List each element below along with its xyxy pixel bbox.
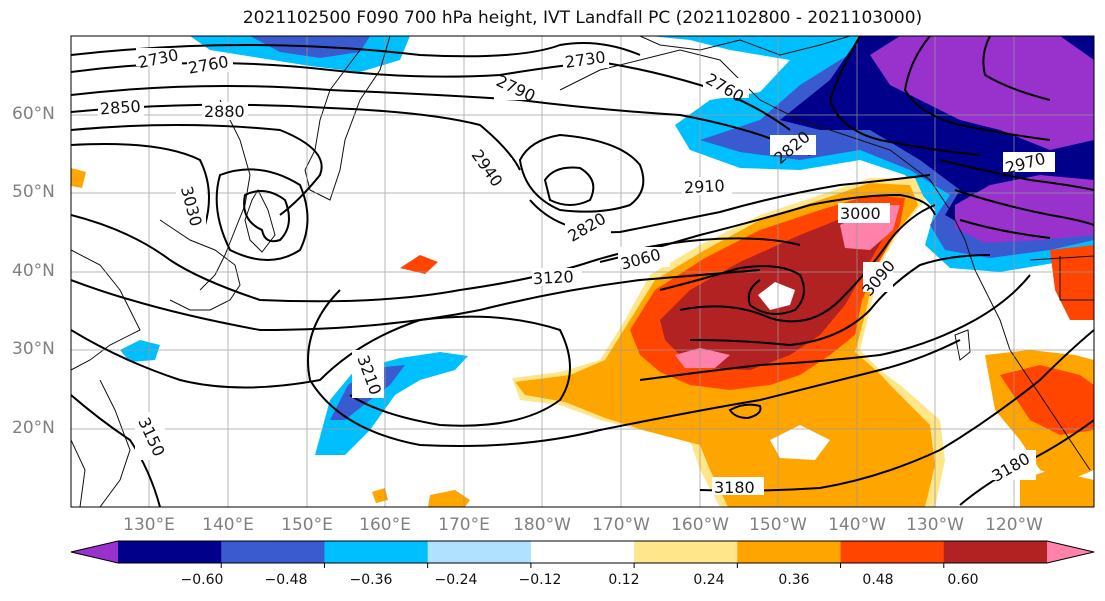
colorbar-tick-label: −0.36	[349, 572, 393, 588]
colorbar-segment	[530, 541, 635, 563]
height-contours	[71, 36, 1094, 507]
colorbar-tick-label: −0.24	[434, 572, 478, 588]
coastlines	[71, 36, 1094, 507]
contour-label-backgrounds	[98, 48, 1055, 495]
contour-label: 2850	[99, 97, 141, 119]
lon-label: 140°W	[828, 515, 886, 535]
gridlines	[71, 36, 1094, 507]
lon-label: 180°W	[513, 515, 571, 535]
colorbar-tick-label: −0.60	[180, 572, 224, 588]
colorbar-segment	[840, 541, 945, 563]
colorbar-tick-label: 0.60	[947, 572, 979, 588]
colorbar-segment	[118, 541, 222, 563]
lon-label: 170°W	[592, 515, 650, 535]
map-frame	[70, 35, 1095, 508]
lon-label: 160°W	[671, 515, 729, 535]
positive-ivt-region-east	[985, 245, 1094, 507]
contour-label: 2910	[684, 176, 726, 197]
lon-label: 130°W	[906, 515, 964, 535]
lon-label: 150°E	[281, 515, 333, 535]
lat-label: 50°N	[12, 182, 55, 202]
contour-label: 3180	[714, 478, 755, 497]
colorbar-tick-label: 0.48	[862, 572, 894, 588]
lon-label: 120°W	[985, 515, 1043, 535]
colorbar-tick-label: 0.12	[608, 572, 640, 588]
lon-label: 130°E	[123, 515, 175, 535]
colorbar-tick-label: 0.24	[693, 572, 725, 588]
lon-label: 160°E	[359, 515, 411, 535]
colorbar-segment	[943, 541, 1048, 563]
contour-label: 3120	[533, 267, 575, 288]
lat-label: 40°N	[12, 261, 55, 281]
colorbar-segment	[324, 541, 429, 563]
contour-label: 3000	[840, 204, 881, 223]
colorbar-outline	[70, 540, 1095, 564]
lon-label: 170°E	[438, 515, 490, 535]
contour-label: 2880	[204, 102, 245, 121]
colorbar	[70, 540, 1095, 568]
colorbar-segment	[634, 541, 738, 563]
colorbar-tick-label: −0.12	[518, 572, 562, 588]
map-title: 2021102500 F090 700 hPa height, IVT Land…	[242, 8, 923, 28]
lat-label: 30°N	[12, 339, 55, 359]
lat-label: 20°N	[12, 418, 55, 438]
colorbar-segment	[737, 541, 842, 563]
lat-label: 60°N	[12, 104, 55, 124]
colorbar-segment	[427, 541, 532, 563]
lon-label: 150°W	[749, 515, 807, 535]
colorbar-extend-min	[71, 541, 118, 563]
colorbar-extend-max	[1047, 541, 1094, 563]
positive-ivt-small-patches	[71, 168, 470, 507]
colorbar-tick-label: 0.36	[778, 572, 810, 588]
colorbar-segment	[221, 541, 325, 563]
colorbar-tick-label: −0.48	[264, 572, 308, 588]
lon-label: 140°E	[202, 515, 254, 535]
